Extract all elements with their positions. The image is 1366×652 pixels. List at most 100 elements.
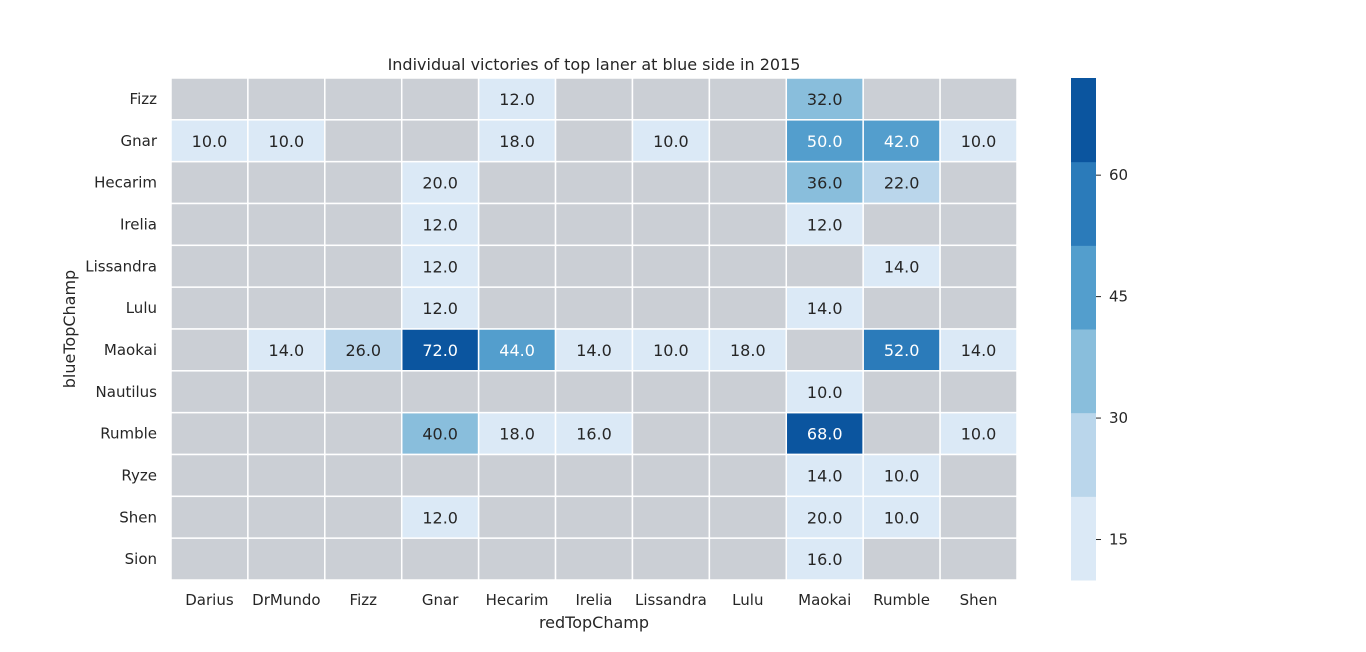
heatmap-cell — [862, 537, 941, 581]
heatmap-cell — [170, 411, 249, 456]
cell-value-label: 16.0 — [576, 425, 612, 444]
y-tick-label: Fizz — [130, 90, 158, 108]
cell-value-label: 16.0 — [807, 550, 843, 569]
cell-value-label: 52.0 — [884, 341, 920, 360]
heatmap-cell — [862, 370, 941, 414]
heatmap-cell — [939, 160, 1018, 205]
cell-value-label: 12.0 — [422, 508, 458, 527]
x-tick-label: DrMundo — [252, 591, 320, 609]
cell-value-label: 12.0 — [422, 299, 458, 318]
heatmap-cell — [554, 77, 634, 121]
x-tick-label: Lissandra — [635, 591, 707, 609]
heatmap-cell — [785, 286, 864, 330]
y-tick-label: Nautilus — [96, 383, 158, 401]
colorbar-segment — [1071, 496, 1096, 581]
cell-value-label: 36.0 — [807, 174, 843, 193]
heatmap-cell — [708, 160, 788, 205]
cell-value-label: 10.0 — [884, 508, 920, 527]
heatmap-cell — [554, 537, 634, 581]
heatmap-cell — [400, 328, 480, 372]
y-tick-label: Shen — [119, 508, 157, 526]
heatmap-cell — [631, 370, 711, 414]
heatmap-cell — [477, 370, 557, 414]
heatmap-cell — [324, 160, 403, 205]
heatmap-cell — [554, 244, 634, 288]
heatmap-cell — [477, 537, 557, 581]
heatmap-cell — [631, 537, 711, 581]
heatmap-cell — [170, 244, 249, 288]
heatmap-cell — [247, 453, 326, 498]
cell-value-label: 26.0 — [345, 341, 381, 360]
x-tick-label: Fizz — [350, 591, 378, 609]
heatmap-cell — [631, 119, 711, 163]
heatmap-cell — [939, 77, 1018, 121]
y-tick-label: Gnar — [121, 132, 158, 150]
x-tick-label: Gnar — [422, 591, 459, 609]
heatmap-cell — [477, 495, 557, 539]
y-tick-label: Lulu — [126, 299, 157, 317]
heatmap-cell — [324, 370, 403, 414]
cell-value-label: 44.0 — [499, 341, 535, 360]
colorbar — [1071, 78, 1096, 581]
heatmap-cell — [554, 202, 634, 247]
x-tick-label: Irelia — [575, 591, 612, 609]
cell-value-label: 14.0 — [269, 341, 305, 360]
colorbar-segment — [1071, 245, 1096, 330]
x-tick-label: Lulu — [732, 591, 763, 609]
cell-value-label: 14.0 — [576, 341, 612, 360]
colorbar-tick-label: 45 — [1109, 288, 1128, 306]
y-tick-label: Rumble — [100, 425, 157, 443]
heatmap-cell — [708, 77, 788, 121]
heatmap-cell — [939, 244, 1018, 288]
heatmap-cell — [170, 160, 249, 205]
y-tick-label: Ryze — [121, 466, 157, 484]
colorbar-ticks: 15 30 45 60 — [1096, 166, 1128, 549]
heatmap-cell — [554, 411, 634, 456]
heatmap-cell — [477, 328, 557, 372]
cell-value-label: 10.0 — [884, 466, 920, 485]
heatmap-cell — [477, 286, 557, 330]
cell-value-label: 10.0 — [961, 132, 997, 151]
heatmap-cell — [554, 453, 634, 498]
cell-value-label: 40.0 — [422, 425, 458, 444]
heatmap-cell — [785, 77, 864, 121]
heatmap-cell — [939, 286, 1018, 330]
colorbar-segment — [1071, 412, 1096, 497]
heatmap-cell — [400, 537, 480, 581]
heatmap-cell — [247, 244, 326, 288]
heatmap-cell — [324, 328, 403, 372]
y-tick-label: Lissandra — [85, 257, 157, 275]
heatmap-cell — [477, 453, 557, 498]
heatmap-cell — [247, 370, 326, 414]
heatmap-cell — [400, 286, 480, 330]
heatmap-cell — [862, 119, 941, 163]
chart-title: Individual victories of top laner at blu… — [388, 55, 801, 74]
heatmap-cell — [631, 77, 711, 121]
heatmap-cell — [708, 411, 788, 456]
colorbar-tick-label: 30 — [1109, 409, 1128, 427]
cell-value-label: 10.0 — [269, 132, 305, 151]
y-axis-ticks: Fizz Gnar Hecarim Irelia Lissandra Lulu Maokai… — [85, 90, 158, 568]
heatmap-cell — [785, 202, 864, 247]
cell-value-label: 14.0 — [807, 466, 843, 485]
heatmap-cell — [324, 119, 403, 163]
heatmap-cell — [708, 453, 788, 498]
y-tick-label: Maokai — [104, 341, 157, 359]
heatmap-cell — [247, 328, 326, 372]
heatmap-cell — [631, 244, 711, 288]
heatmap-cell — [247, 202, 326, 247]
heatmap-cell — [939, 537, 1018, 581]
colorbar-tick-label: 15 — [1109, 531, 1128, 549]
cell-value-label: 10.0 — [807, 383, 843, 402]
heatmap-cell — [247, 286, 326, 330]
heatmap-cell — [862, 411, 941, 456]
heatmap-cell — [477, 160, 557, 205]
heatmap-cell — [400, 77, 480, 121]
cell-value-label: 10.0 — [653, 132, 689, 151]
heatmap-cell — [247, 537, 326, 581]
cell-value-label: 18.0 — [730, 341, 766, 360]
cell-value-label: 12.0 — [807, 215, 843, 234]
heatmap-cell — [324, 453, 403, 498]
heatmap-cell — [708, 119, 788, 163]
cell-value-label: 18.0 — [499, 425, 535, 444]
